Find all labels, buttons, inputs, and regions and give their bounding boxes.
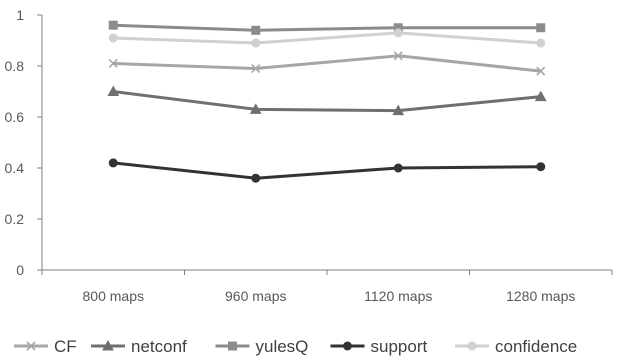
axes [41,15,612,271]
y-tick-label: 0 [16,262,24,278]
series-cf [108,51,546,76]
series-line-cf [113,54,541,73]
legend-swatch-marker [26,341,36,351]
data-point-support [393,163,403,173]
data-point-yulesq [108,20,118,30]
legend-swatch-marker [102,339,114,351]
legend: CF netconf yulesQ support confidence [14,337,577,356]
data-point-support [108,158,118,168]
data-point-confidence [108,33,118,43]
data-point-netconf [534,90,547,102]
x-tick-label: 1280 maps [506,288,575,304]
legend-item-confidence: confidence [455,337,577,356]
series-netconf [107,85,547,116]
legend-item-cf: CF [14,337,77,356]
data-point-confidence [251,38,261,48]
data-point-support [251,173,261,183]
legend-item-yulesq: yulesQ [215,337,309,356]
series-line-support [113,161,541,180]
y-tick-label: 0.4 [5,160,25,176]
x-tick-label: 960 maps [225,288,286,304]
x-tick-label: 1120 maps [364,288,432,304]
series-line-confidence [113,31,541,45]
x-tick-label: 800 maps [83,288,144,304]
data-point-support [536,162,546,172]
data-point-cf [251,63,261,74]
y-tick-label: 0.8 [5,58,25,74]
data-point-cf [108,58,118,69]
y-axis-ticks: 0 0.2 0.4 0.6 0.8 1 [5,7,42,278]
x-axis-ticks: 800 maps 960 maps 1120 maps 1280 maps [41,270,613,304]
data-point-confidence [393,28,403,38]
data-point-netconf [249,103,262,114]
series-line-yulesq [113,23,541,32]
series-yulesq [108,20,546,35]
series-line-netconf [113,90,541,113]
data-point-confidence [536,38,546,48]
legend-label: confidence [495,337,577,356]
data-point-netconf [107,85,120,96]
legend-swatch-marker [467,341,477,351]
legend-item-support: support [330,337,428,356]
legend-label: support [371,337,428,356]
legend-label: netconf [131,337,187,356]
y-tick-label: 0.6 [5,109,25,125]
data-point-yulesq [536,23,546,33]
data-point-yulesq [251,25,261,35]
data-point-netconf [392,104,405,116]
data-point-cf [536,66,546,76]
y-tick-label: 1 [16,7,24,23]
series-lines [107,20,547,183]
legend-swatch-marker [228,341,237,351]
y-tick-label: 0.2 [5,211,25,227]
legend-label: CF [54,337,77,356]
series-support [108,158,546,183]
data-point-cf [393,51,403,61]
legend-label: yulesQ [256,337,309,356]
legend-swatch-marker [343,341,352,351]
legend-item-netconf: netconf [91,337,187,356]
series-confidence [108,28,546,48]
